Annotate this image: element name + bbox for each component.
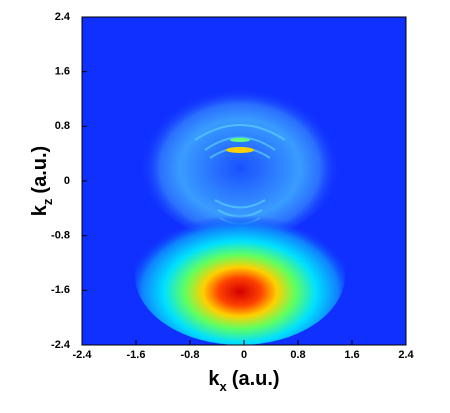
heatmap-features [135, 80, 345, 345]
y-tick-label: 2.4 [55, 11, 71, 23]
x-tick-label: 2.4 [398, 349, 414, 361]
axis-symbol: k [208, 368, 220, 390]
y-axis-label: kz (a.u.) [29, 146, 55, 216]
y-tick-label: 1.6 [55, 66, 70, 78]
upper-hotspot [226, 147, 254, 153]
y-tick-label: -2.4 [51, 339, 71, 351]
axis-subscript: x [220, 379, 228, 394]
y-tick-label: -0.8 [51, 230, 70, 242]
x-axis-label: kx (a.u.) [208, 368, 279, 394]
axis-symbol: k [29, 204, 51, 216]
y-tick-label: 0 [64, 175, 70, 187]
x-tick-label: -0.8 [181, 349, 200, 361]
upper-halo [140, 80, 340, 240]
x-tick-label: 1.6 [344, 349, 359, 361]
y-tick-label: -1.6 [51, 284, 70, 296]
axis-unit: (a.u.) [232, 368, 280, 390]
upper-hotspot [230, 138, 250, 142]
axis-subscript: z [40, 198, 55, 205]
x-tick-label: -2.4 [73, 349, 93, 361]
axis-unit: (a.u.) [29, 146, 51, 194]
y-tick-label: 0.8 [55, 120, 70, 132]
x-tick-label: 0 [241, 349, 247, 361]
lower-lobe [135, 205, 345, 345]
x-tick-label: 0.8 [290, 349, 305, 361]
x-tick-label: -1.6 [127, 349, 146, 361]
